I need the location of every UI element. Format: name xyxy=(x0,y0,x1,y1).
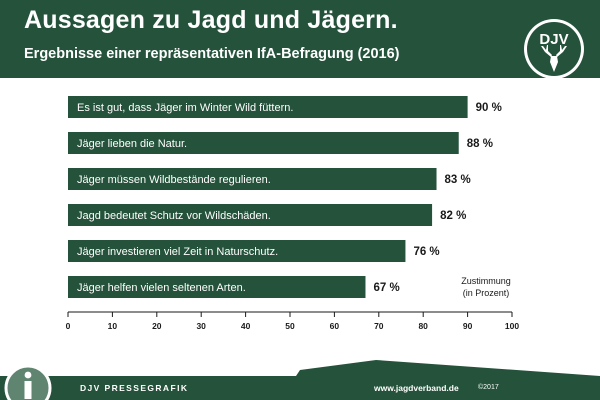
page-subtitle: Ergebnisse einer repräsentativen IfA-Bef… xyxy=(24,46,400,62)
bar-value-label: 83 % xyxy=(445,174,471,186)
footer-shape xyxy=(0,360,600,400)
bar-chart-svg: Es ist gut, dass Jäger im Winter Wild fü… xyxy=(66,96,519,331)
x-tick-label: 50 xyxy=(285,321,295,331)
logo-text: DJV xyxy=(539,31,568,48)
bar-value-label: 88 % xyxy=(467,138,493,150)
footer-url: www.jagdverband.de xyxy=(374,383,459,393)
bar-value-label: 90 % xyxy=(476,102,502,114)
bar-category-label: Jäger helfen vielen seltenen Arten. xyxy=(77,282,246,294)
bar-category-label: Jagd bedeutet Schutz vor Wildschäden. xyxy=(77,210,271,222)
info-icon xyxy=(4,364,52,400)
stag-head-icon xyxy=(541,45,567,72)
page-title: Aussagen zu Jagd und Jägern. xyxy=(24,6,398,34)
bar xyxy=(68,276,366,298)
bar xyxy=(68,240,406,262)
bar-value-label: 67 % xyxy=(373,282,399,294)
footer-band: DJV PRESSEGRAFIK www.jagdverband.de ©201… xyxy=(0,360,600,400)
logo-inner-disc-icon xyxy=(527,22,581,76)
bar-category-label: Jäger lieben die Natur. xyxy=(77,138,187,150)
footer-label: DJV PRESSEGRAFIK xyxy=(80,383,189,393)
bar-value-label: 76 % xyxy=(413,246,439,258)
x-tick-label: 40 xyxy=(241,321,251,331)
bar xyxy=(68,96,468,118)
x-tick-label: 30 xyxy=(196,321,206,331)
bar xyxy=(68,168,437,190)
x-tick-label: 0 xyxy=(66,321,71,331)
bar-category-label: Es ist gut, dass Jäger im Winter Wild fü… xyxy=(77,102,293,114)
djv-logo: DJV xyxy=(524,19,584,79)
header-banner: Aussagen zu Jagd und Jägern. Ergebnisse … xyxy=(0,0,600,78)
x-tick-label: 20 xyxy=(152,321,162,331)
bar xyxy=(68,132,459,154)
footer-copyright: ©2017 xyxy=(478,384,499,391)
chart-annotation-line2: (in Prozent) xyxy=(463,288,510,298)
x-tick-label: 90 xyxy=(463,321,473,331)
x-tick-label: 60 xyxy=(330,321,340,331)
x-tick-label: 80 xyxy=(418,321,428,331)
bar-category-label: Jäger müssen Wildbestände regulieren. xyxy=(77,174,271,186)
x-tick-label: 70 xyxy=(374,321,384,331)
x-tick-label: 10 xyxy=(108,321,118,331)
x-tick-label: 100 xyxy=(505,321,519,331)
bar xyxy=(68,204,433,226)
bar-value-label: 82 % xyxy=(440,210,466,222)
bar-category-label: Jäger investieren viel Zeit in Naturschu… xyxy=(77,246,278,258)
chart-annotation-line1: Zustimmung xyxy=(461,276,511,286)
bar-chart: Es ist gut, dass Jäger im Winter Wild fü… xyxy=(0,84,600,350)
